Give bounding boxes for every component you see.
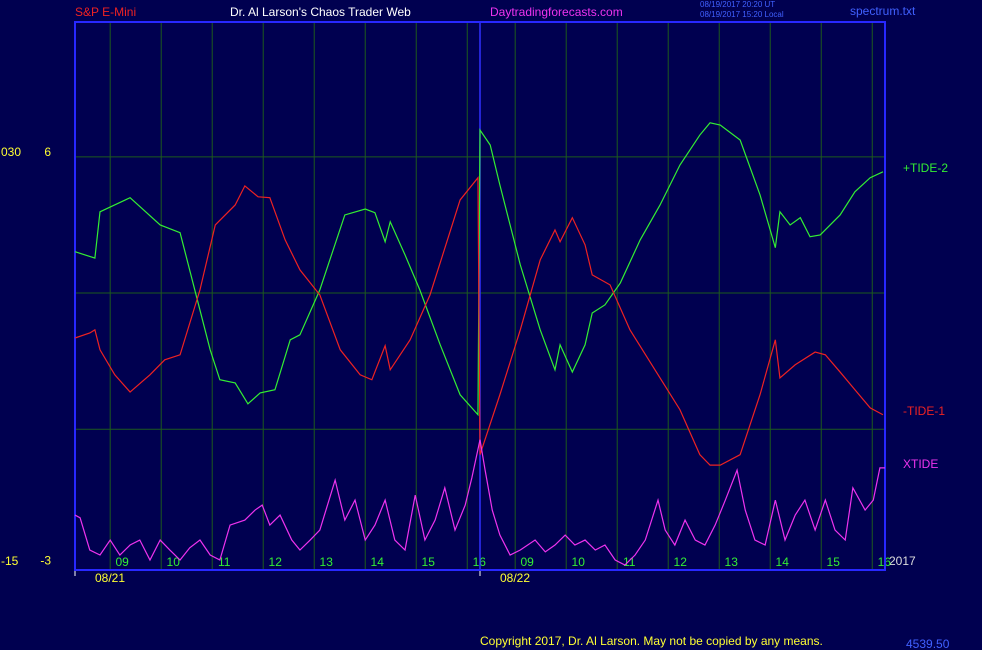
x-tick-label: 12 — [269, 555, 283, 569]
x-tick-label: 13 — [320, 555, 334, 569]
legend-label: +TIDE-2 — [903, 161, 948, 175]
site: Daytradingforecasts.com — [490, 5, 623, 19]
x-tick-label: 10 — [572, 555, 586, 569]
y2-tick-label: -15 — [1, 554, 19, 568]
x-tick-label: 12 — [674, 555, 688, 569]
file-name: spectrum.txt — [850, 4, 916, 18]
y2-tick-label: 030 — [1, 145, 21, 159]
day-label: 08/22 — [500, 571, 530, 585]
x-tick-label: 10 — [167, 555, 181, 569]
year: 2017 — [889, 554, 916, 568]
x-tick-label: 13 — [725, 555, 739, 569]
x-tick-label: 14 — [776, 555, 790, 569]
y-tick-label: -3 — [40, 554, 51, 568]
x-tick-label: 14 — [371, 555, 385, 569]
time-ut: 08/19/2017 20:20 UT — [700, 0, 775, 9]
plot-frame — [74, 21, 886, 571]
x-tick-label: 15 — [827, 555, 841, 569]
legend-label: XTIDE — [903, 457, 938, 471]
copyright: Copyright 2017, Dr. Al Larson. May not b… — [480, 634, 823, 648]
y-tick-label: 6 — [44, 145, 51, 159]
day-label: 08/21 — [95, 571, 125, 585]
price: 4539.50 — [906, 637, 950, 650]
series-line — [74, 439, 885, 566]
title: Dr. Al Larson's Chaos Trader Web — [230, 5, 411, 19]
x-tick-label: 11 — [623, 555, 636, 569]
time-local: 08/19/2017 15:20 Local — [700, 10, 784, 19]
series-line — [74, 122, 884, 417]
legend-label: -TIDE-1 — [903, 404, 945, 418]
x-tick-label: 15 — [422, 555, 436, 569]
x-tick-label: 09 — [116, 555, 130, 569]
symbol: S&P E-Mini — [75, 5, 136, 19]
x-tick-label: 11 — [218, 555, 231, 569]
x-tick-label: 09 — [521, 555, 535, 569]
series-line — [74, 176, 884, 466]
